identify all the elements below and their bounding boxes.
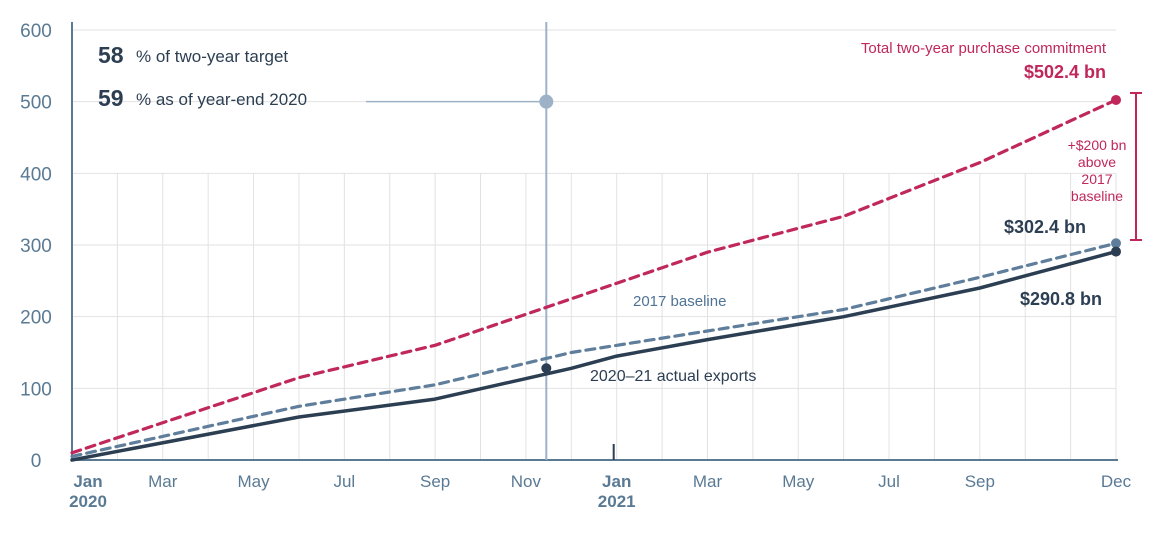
y-tick-label: 100 [20,379,52,400]
x-tick-year-label: 2021 [598,492,636,511]
y-tick-label: 0 [31,451,42,472]
year-end-marker [366,22,554,460]
stat2-value: 59 [98,85,124,111]
series-endpoints [541,94,1121,374]
gap-label-line3: 2017 [1081,171,1112,187]
x-tick-label: Mar [148,472,178,491]
series-lines [70,98,1118,462]
grid-lines [72,29,1117,460]
series-line-commitment [70,98,1118,455]
series-line-actual [70,249,1118,462]
y-tick-label: 300 [20,236,52,257]
x-tick-label: May [238,472,271,491]
y-tick-label: 500 [20,93,52,114]
x-tick-label: Jul [333,472,355,491]
x-tick-label: Mar [693,472,723,491]
x-tick-label: Nov [511,472,542,491]
x-tick-label: May [782,472,815,491]
x-tick-label: Jul [878,472,900,491]
actual-value-label: $290.8 bn [1020,289,1102,309]
series-endpoint [1111,246,1121,257]
commit-label: Total two-year purchase commitment [861,40,1107,57]
stat1-text: % of two-year target [136,47,288,66]
gap-label-line4: baseline [1071,188,1123,204]
gap-label-line2: above [1078,154,1116,170]
x-tick-label: Dec [1101,472,1132,491]
gap-bracket [1130,92,1142,241]
x-tick-label: Sep [420,472,450,491]
stat2-text: % as of year-end 2020 [136,90,307,109]
year-end-marker-dot [539,94,554,109]
x-tick-year-label: 2020 [69,492,107,511]
y-tick-label: 200 [20,308,52,329]
x-tick-label: Jan [602,472,631,491]
actual-series-label: 2020–21 actual exports [590,368,756,385]
series-endpoint [1111,238,1121,249]
series-line-baseline [70,241,1118,458]
baseline-value-label: $302.4 bn [1004,217,1086,237]
stat1-value: 58 [98,42,124,68]
commit-value: $502.4 bn [1024,62,1106,82]
axes [71,22,1118,461]
y-axis-tick-labels: 0 100 200 300 400 500 600 [20,21,52,472]
y-tick-label: 600 [20,21,52,42]
gap-label-line1: +$200 bn [1068,137,1127,153]
y-tick-label: 400 [20,164,52,185]
x-tick-label: Jan [73,472,102,491]
baseline-series-label: 2017 baseline [633,293,726,310]
x-tick-label: Sep [965,472,995,491]
series-endpoint [1111,94,1121,105]
actual-dec-2020-point [541,363,552,374]
